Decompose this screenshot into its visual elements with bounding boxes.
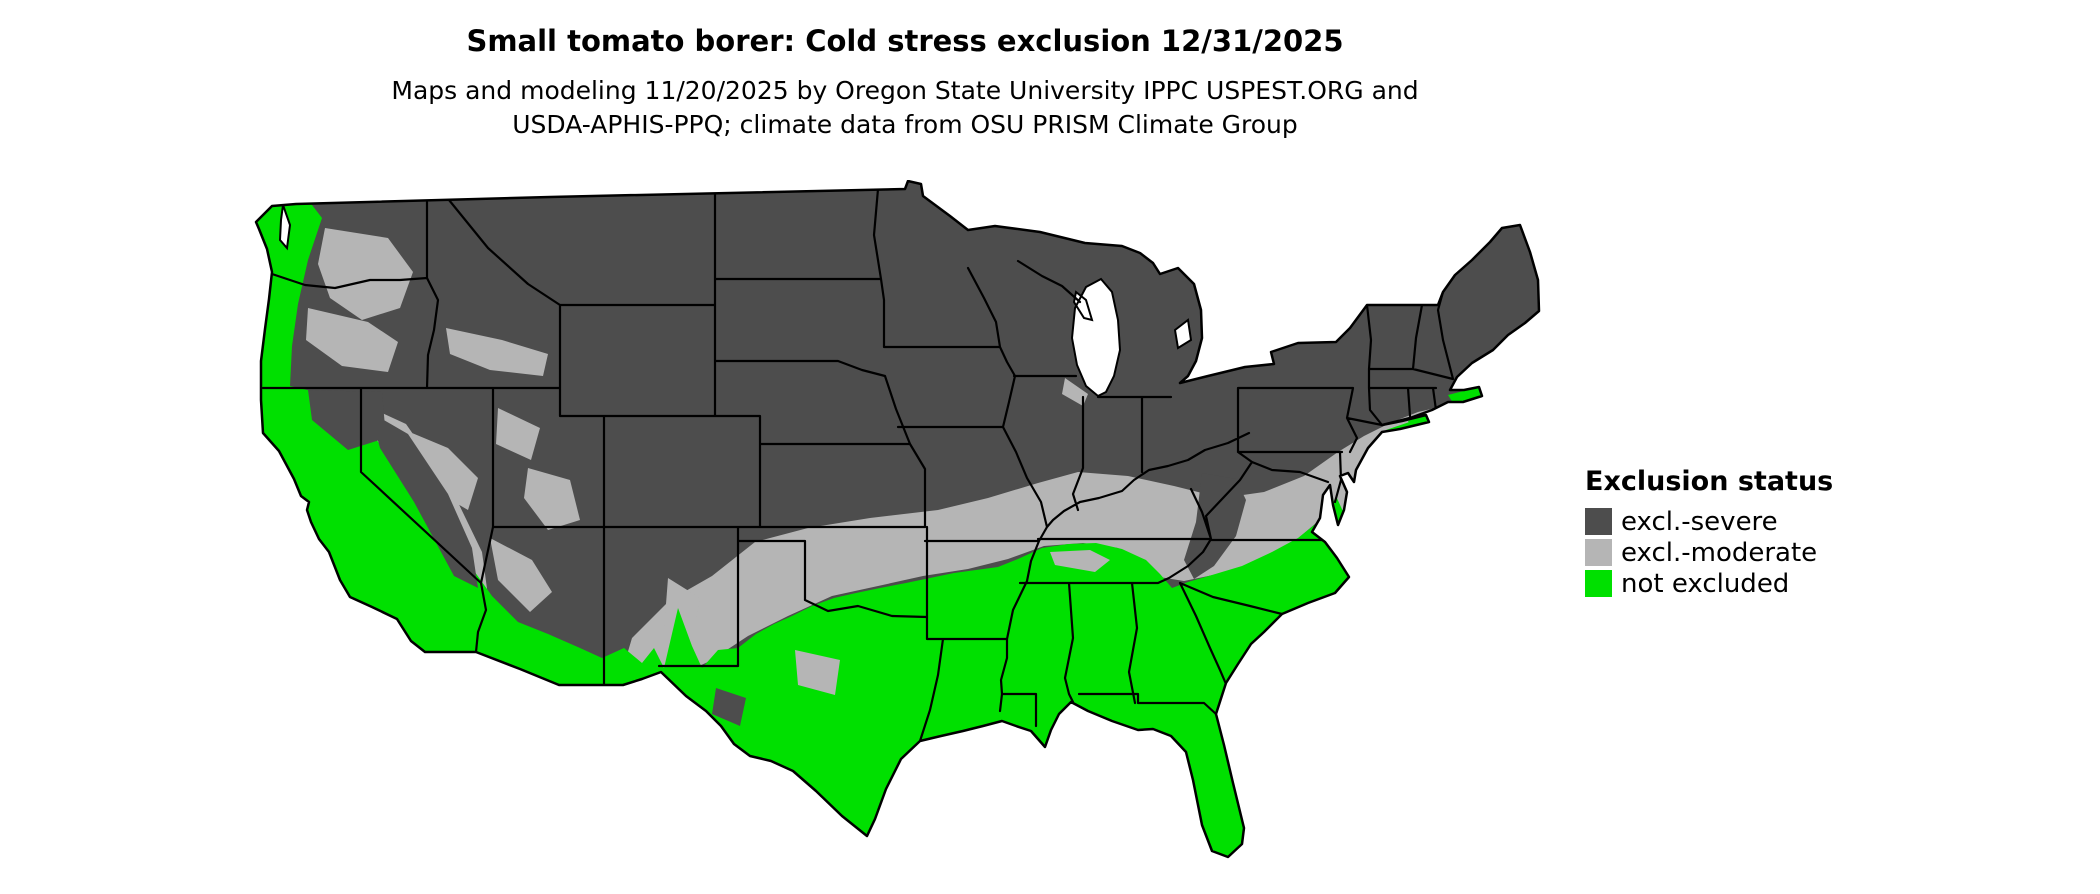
map-region-moderate-band xyxy=(618,385,1500,689)
legend: Exclusion status excl.-severe excl.-mode… xyxy=(1585,466,2005,599)
legend-label-severe: excl.-severe xyxy=(1621,506,1778,537)
legend-title: Exclusion status xyxy=(1585,466,1834,497)
us-map-container xyxy=(250,179,1560,890)
legend-swatch-moderate xyxy=(1585,539,1612,566)
map-subtitle-line1: Maps and modeling 11/20/2025 by Oregon S… xyxy=(391,76,1419,105)
legend-item: excl.-severe xyxy=(1585,506,2005,537)
legend-item: excl.-moderate xyxy=(1585,537,2005,568)
map-region-moderate-patches xyxy=(306,228,1116,640)
map-subtitle-line2: USDA-APHIS-PPQ; climate data from OSU PR… xyxy=(512,110,1298,139)
map-region-moderate-speckles xyxy=(795,550,1110,695)
legend-label-not-excluded: not excluded xyxy=(1621,568,1790,599)
map-region-not-excluded-coastal-slivers xyxy=(1352,387,1483,484)
us-outline xyxy=(254,179,1541,859)
state-borders xyxy=(261,187,1455,743)
us-choropleth-map xyxy=(254,179,1541,859)
header: Small tomato borer: Cold stress exclusio… xyxy=(0,0,1810,142)
great-lakes xyxy=(278,204,1193,398)
legend-swatch-severe xyxy=(1585,508,1612,535)
map-subtitle: Maps and modeling 11/20/2025 by Oregon S… xyxy=(0,74,1810,142)
map-title: Small tomato borer: Cold stress exclusio… xyxy=(466,24,1344,58)
legend-swatch-not-excluded xyxy=(1585,570,1612,597)
legend-label-moderate: excl.-moderate xyxy=(1621,537,1818,568)
legend-item: not excluded xyxy=(1585,568,2005,599)
